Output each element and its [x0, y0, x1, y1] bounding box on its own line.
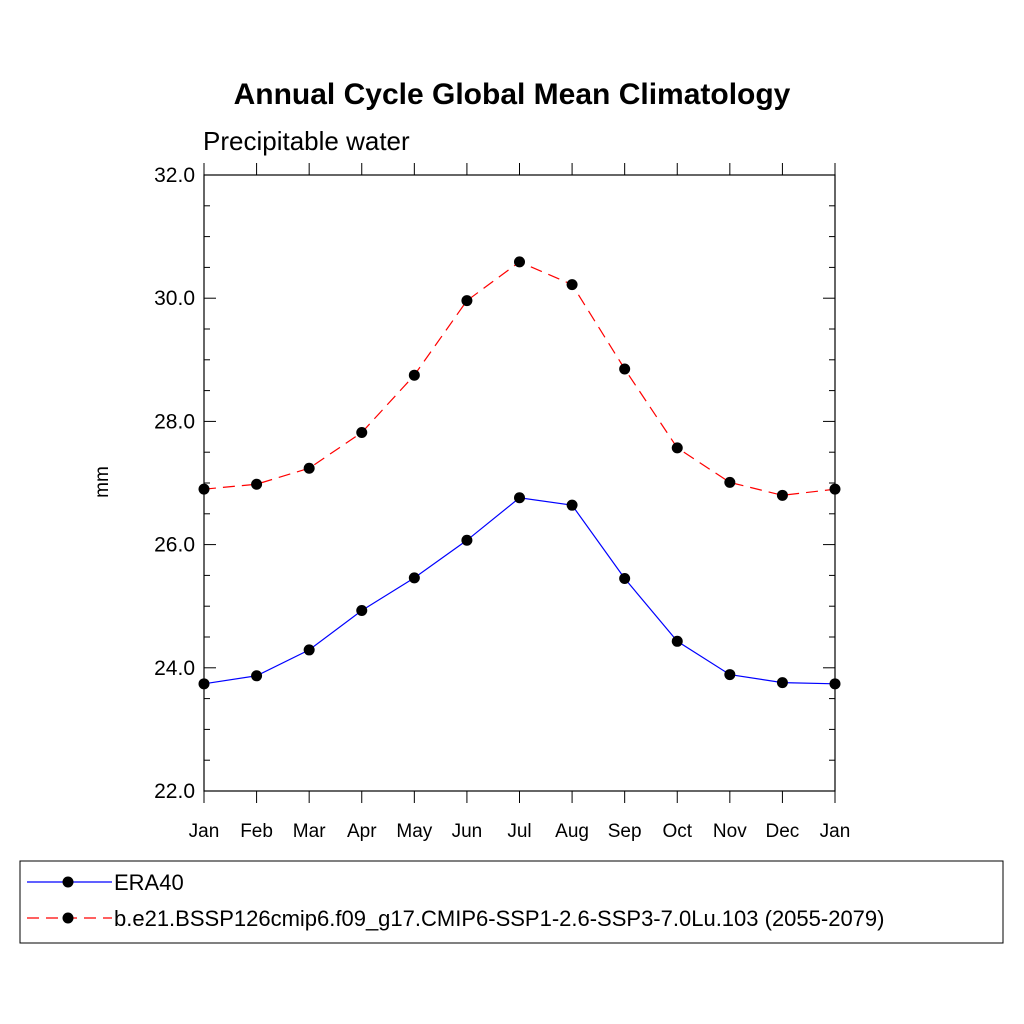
series-2-point: [619, 363, 631, 375]
y-tick-label: 22.0: [154, 780, 195, 803]
series-2-point: [356, 426, 368, 438]
series-1-point: [514, 492, 525, 504]
chart-title: Annual Cycle Global Mean Climatology: [234, 78, 791, 111]
x-tick-label: May: [396, 821, 432, 842]
series-1-point: [619, 572, 631, 584]
series-1-point: [724, 669, 736, 681]
chart-subtitle: Precipitable water: [203, 126, 410, 156]
x-tick-label: Nov: [713, 821, 747, 842]
legend-marker-2: [62, 912, 74, 924]
x-tick-label: Dec: [766, 821, 800, 842]
x-tick-label: Oct: [662, 821, 692, 842]
x-tick-label: Aug: [555, 821, 589, 842]
legend-label-1: ERA40: [114, 870, 184, 895]
series-1-point: [408, 572, 420, 584]
series-1-point: [461, 534, 473, 546]
x-tick-label: Apr: [347, 821, 377, 842]
x-tick-label: Jul: [507, 821, 531, 842]
legend: ERA40 b.e21.BSSP126cmip6.f09_g17.CMIP6-SS…: [27, 870, 884, 931]
series-2-point: [671, 442, 683, 454]
plot-frame: [203, 174, 836, 792]
y-tick-label: 32.0: [154, 164, 195, 187]
x-tick-label: Sep: [608, 821, 642, 842]
series-2-point: [461, 295, 473, 307]
series-line-1: [203, 497, 836, 685]
x-tick-label: Jan: [189, 821, 220, 842]
legend-label-2: b.e21.BSSP126cmip6.f09_g17.CMIP6-SSP1-2.…: [114, 906, 884, 931]
series-2-point: [566, 279, 578, 291]
series-line-2: [203, 261, 836, 496]
legend-box: [19, 860, 1004, 944]
x-tick-label: Feb: [240, 821, 273, 842]
y-tick-label: 26.0: [154, 534, 195, 557]
series-1-point: [251, 670, 263, 682]
series-1-point: [566, 499, 578, 511]
series-2-point: [408, 369, 420, 381]
series-1-point: [198, 678, 210, 690]
y-tick-label: 30.0: [154, 287, 195, 310]
y-tick-label: 28.0: [154, 410, 195, 433]
series-2-point: [514, 256, 525, 268]
series-2-point: [776, 489, 788, 501]
series-1-point: [356, 605, 368, 617]
series-1-point: [776, 677, 788, 689]
series-lines: [198, 256, 841, 690]
y-tick-label: 24.0: [154, 657, 195, 680]
series-2-point: [303, 462, 315, 474]
x-tick-label: Jan: [820, 821, 851, 842]
legend-marker-1: [62, 876, 74, 888]
series-1-point: [829, 678, 841, 690]
y-axis-label: mm: [92, 466, 113, 498]
series-2-point: [198, 483, 210, 495]
series-2-point: [829, 483, 841, 495]
series-1-point: [303, 644, 315, 656]
series-1-point: [671, 635, 683, 647]
series-2-point: [251, 478, 263, 490]
x-tick-label: Mar: [293, 821, 326, 842]
series-2-point: [724, 476, 736, 488]
axes: 22.0 24.0 26.0 28.0 30.0 32.0 Jan Feb Mar Apr May J…: [154, 163, 850, 842]
x-tick-label: Jun: [452, 821, 483, 842]
